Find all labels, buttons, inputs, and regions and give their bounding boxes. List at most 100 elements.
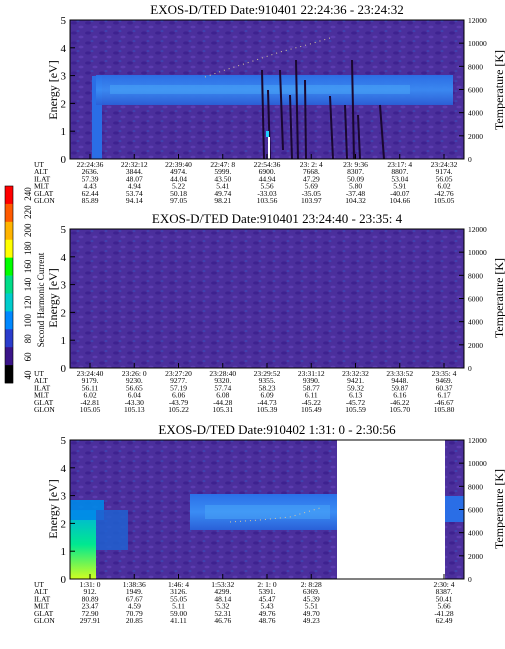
table-cell: 8307. xyxy=(347,167,364,176)
colorbar-swatch xyxy=(5,275,13,294)
table-cell: 8387. xyxy=(436,587,453,596)
table-cell: 45.47 xyxy=(259,594,276,603)
row-label: MLT xyxy=(34,182,50,191)
table-cell: 5.80 xyxy=(349,182,362,191)
table-cell: 5.41 xyxy=(216,182,229,191)
y-tick-label: 4 xyxy=(61,463,67,475)
y-tick-label: 5 xyxy=(61,435,67,447)
table-cell: 6.08 xyxy=(216,391,229,400)
table-cell: -43.30 xyxy=(125,398,145,407)
panel-3: EXOS-D/TED Date:910402 1:31: 0 - 2:30:56… xyxy=(34,422,505,625)
table-cell: 55.05 xyxy=(170,594,187,603)
table-cell: 53.04 xyxy=(391,174,408,183)
table-cell: 50.41 xyxy=(436,594,453,603)
table-cell: 23:24:40 xyxy=(77,369,104,378)
panel-3-green-top xyxy=(70,500,104,520)
colorbar-tick-label: 140 xyxy=(23,277,33,291)
table-cell: 2:30: 4 xyxy=(433,580,454,589)
table-cell: 6.06 xyxy=(172,391,185,400)
table-cell: 1:46: 4 xyxy=(168,580,189,589)
table-cell: 6.11 xyxy=(305,391,318,400)
y2-tick-label: 4000 xyxy=(468,109,483,118)
table-cell: -42.76 xyxy=(434,189,454,198)
table-cell: 5.43 xyxy=(260,602,273,611)
y-tick-label: 4 xyxy=(61,252,67,264)
panel-1-band-core xyxy=(110,85,410,94)
table-cell: 105.59 xyxy=(345,405,366,414)
row-label: GLON xyxy=(34,616,55,625)
table-cell: 297.91 xyxy=(80,616,101,625)
panel-3-ylabel: Energy [eV] xyxy=(46,479,60,538)
table-cell: 44.04 xyxy=(170,174,187,183)
y2-tick-label: 10000 xyxy=(468,459,487,468)
table-cell: -46.22 xyxy=(390,398,410,407)
table-cell: 105.39 xyxy=(257,405,278,414)
table-cell: -42.81 xyxy=(80,398,100,407)
table-cell: 23:17: 4 xyxy=(387,160,412,169)
row-label: ALT xyxy=(34,587,48,596)
colorbar-swatch xyxy=(5,329,13,348)
colorbar-tick-label: 40 xyxy=(23,370,33,380)
table-cell: -37.48 xyxy=(346,189,366,198)
y-tick-label: 2 xyxy=(61,307,67,319)
table-cell: 56.05 xyxy=(436,174,453,183)
panel-3-title: EXOS-D/TED Date:910402 1:31: 0 - 2:30:56 xyxy=(158,422,396,437)
colorbar-swatch xyxy=(5,347,13,366)
colorbar-swatch xyxy=(5,365,13,384)
table-cell: 44.94 xyxy=(259,174,276,183)
table-cell: 5.66 xyxy=(437,602,450,611)
table-cell: 104.66 xyxy=(389,196,410,205)
panel-2-title: EXOS-D/TED Date:910401 23:24:40 - 23:35:… xyxy=(152,211,403,226)
panel-1-bursts xyxy=(261,59,385,160)
table-cell: 9179. xyxy=(82,376,99,385)
table-cell: 41.11 xyxy=(170,616,187,625)
colorbar-tick-label: 80 xyxy=(23,334,33,344)
colorbar-tick-label: 180 xyxy=(23,241,33,255)
table-cell: 22:24:36 xyxy=(77,160,104,169)
table-cell: 4974. xyxy=(170,167,187,176)
y-tick-label: 5 xyxy=(61,224,67,236)
table-cell: 105.05 xyxy=(80,405,101,414)
table-cell: 8807. xyxy=(391,167,408,176)
table-cell: 59.87 xyxy=(391,383,408,392)
table-cell: 6.16 xyxy=(393,391,406,400)
table-cell: 22:54:36 xyxy=(254,160,281,169)
colorbar-tick-label: 200 xyxy=(23,223,33,237)
table-cell: 5999. xyxy=(214,167,231,176)
colorbar-swatch xyxy=(5,239,13,258)
table-cell: 50.18 xyxy=(170,189,187,198)
table-cell: 9320. xyxy=(214,376,231,385)
table-cell: -33.03 xyxy=(257,189,277,198)
y2-tick-label: 6000 xyxy=(468,86,483,95)
row-label: ALT xyxy=(34,376,48,385)
table-cell: 57.19 xyxy=(170,383,187,392)
table-cell: 47.29 xyxy=(303,174,320,183)
table-cell: 23.47 xyxy=(82,602,99,611)
row-label: GLAT xyxy=(34,609,54,618)
table-cell: 43.50 xyxy=(214,174,231,183)
row-label: GLON xyxy=(34,405,55,414)
table-cell: 23:31:12 xyxy=(298,369,325,378)
table-cell: 56.65 xyxy=(126,383,143,392)
y-tick-label: 0 xyxy=(61,574,67,586)
table-cell: 45.39 xyxy=(303,594,320,603)
table-cell: 49.70 xyxy=(303,609,320,618)
row-label: UT xyxy=(34,580,44,589)
table-cell: 1949. xyxy=(126,587,143,596)
table-cell: 5.56 xyxy=(260,182,273,191)
y2-tick-label: 0 xyxy=(468,364,472,373)
panel-3-empty-area xyxy=(337,440,445,579)
panel-3-dots xyxy=(229,507,321,523)
table-cell: 4.43 xyxy=(83,182,96,191)
panel-1-y2label: Temperature [K] xyxy=(492,50,505,130)
table-cell: 50.09 xyxy=(347,174,364,183)
panel-2: EXOS-D/TED Date:910401 23:24:40 - 23:35:… xyxy=(34,211,505,414)
y-tick-label: 3 xyxy=(61,280,67,292)
panel-1-title: EXOS-D/TED Date:910401 22:24:36 - 23:24:… xyxy=(150,2,403,17)
colorbar-label: Second Harmonic Current xyxy=(36,252,46,347)
table-cell: 3126. xyxy=(170,587,187,596)
table-cell: -41.28 xyxy=(434,609,454,618)
table-cell: 57.74 xyxy=(214,383,231,392)
table-cell: -46.67 xyxy=(434,398,454,407)
